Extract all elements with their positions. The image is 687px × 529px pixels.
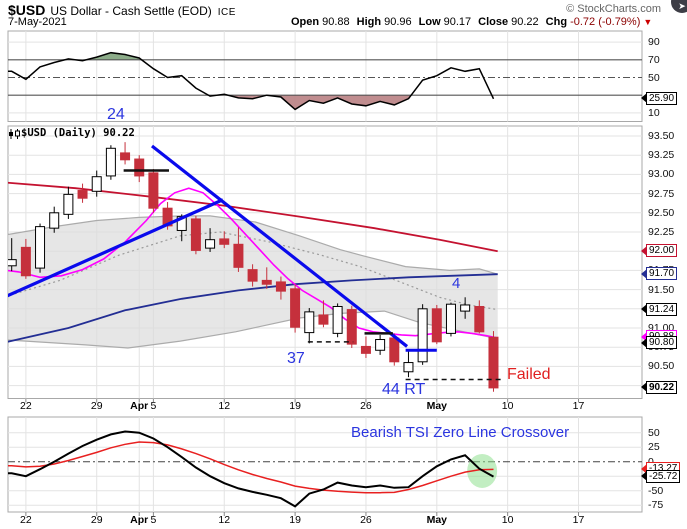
quote-value: 90.88 (322, 16, 350, 28)
page-icon-fragment: ➤ (671, 0, 687, 13)
ohlc-quote-bar: Open 90.88 High 90.96 Low 90.17 Close 90.22 Chg -… (284, 16, 652, 28)
quote-label: Close (478, 16, 509, 28)
candle-body (403, 362, 414, 373)
candle-body (304, 311, 315, 334)
candle-body (346, 309, 357, 345)
trendline (150, 144, 409, 348)
copyright: © StockCharts.com (566, 3, 661, 15)
price-plot (8, 142, 504, 392)
candle-body (205, 239, 216, 249)
candle-body (360, 345, 371, 354)
candle-body (105, 147, 116, 177)
rsi-line (8, 51, 495, 111)
candle-body (290, 288, 301, 328)
change-down-icon: ▼ (643, 17, 653, 27)
chart-header: $USD US Dollar - Cash Settle (EOD) ICE (8, 2, 236, 20)
instrument-name: US Dollar - Cash Settle (EOD) (50, 4, 212, 18)
candle-body (261, 279, 272, 285)
symbol: $USD (8, 2, 46, 18)
quote-value: 90.17 (443, 16, 472, 28)
candle-body (247, 269, 258, 282)
candle-body (190, 218, 201, 251)
quote-label: High (356, 16, 382, 28)
ma-red (8, 181, 498, 253)
candle-body (35, 226, 46, 269)
candle-body (275, 281, 286, 292)
candle-body (318, 314, 329, 325)
quote-value: -0.72 (-0.79%) (570, 16, 641, 28)
candle-body (233, 243, 244, 268)
trendline (8, 198, 224, 298)
quote-value: 90.22 (511, 16, 539, 28)
quote-value: 90.96 (384, 16, 412, 28)
candle-body (332, 305, 343, 334)
band-upper (8, 215, 498, 275)
candle-body (219, 238, 230, 245)
candle-body (488, 336, 499, 389)
tsi-panel-frame (7, 416, 643, 513)
candle-body (148, 172, 159, 209)
rsi-panel-frame (7, 30, 643, 122)
candle-body (63, 193, 74, 215)
candle-body (431, 308, 442, 343)
candle-body (460, 304, 471, 312)
quote-label: Low (418, 16, 441, 28)
candle-body (77, 190, 88, 199)
quote-label: Chg (545, 16, 568, 28)
candle-body (120, 152, 131, 161)
candle-body (20, 246, 31, 277)
main-chart-label: $USD (Daily) 90.22 (21, 127, 135, 139)
candle-body (49, 212, 60, 229)
rsi-plot (8, 51, 642, 111)
candle-body (8, 259, 17, 267)
chart-date: 7-May-2021 (8, 16, 67, 28)
candle-body (417, 308, 428, 363)
candle-body (474, 305, 485, 333)
tsi-signal-line (8, 441, 494, 494)
tsi-line (8, 430, 494, 508)
quote-label: Open (291, 16, 320, 28)
band-mid (8, 231, 498, 311)
candle-body (375, 339, 386, 351)
exchange: ICE (217, 7, 236, 18)
candle-body (91, 176, 102, 192)
candle-body (134, 158, 145, 177)
candle-body (389, 337, 400, 363)
candle-body (445, 303, 456, 334)
tsi-plot (8, 430, 642, 508)
